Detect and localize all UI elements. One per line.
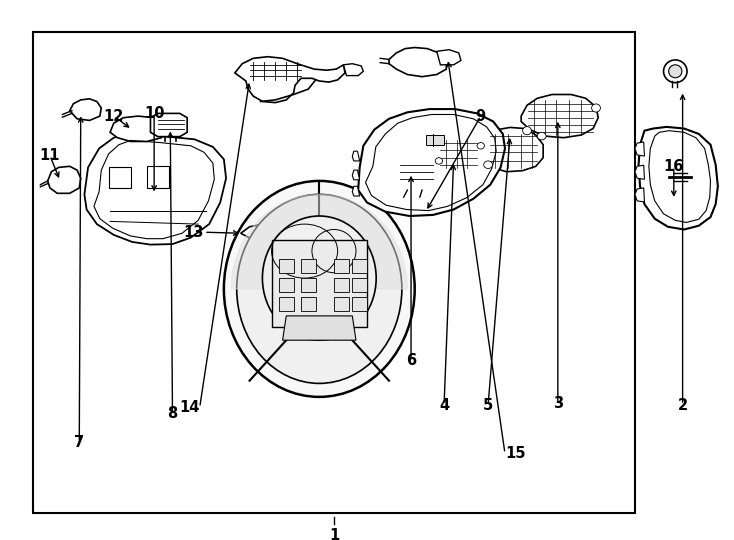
Polygon shape — [70, 99, 101, 120]
Polygon shape — [635, 165, 644, 179]
Text: 7: 7 — [74, 435, 84, 450]
Polygon shape — [352, 297, 367, 310]
Polygon shape — [84, 134, 226, 245]
Ellipse shape — [236, 194, 402, 383]
Polygon shape — [301, 297, 316, 310]
Text: 11: 11 — [40, 148, 60, 163]
Polygon shape — [334, 259, 349, 273]
Polygon shape — [426, 135, 444, 145]
Polygon shape — [279, 278, 294, 292]
Polygon shape — [344, 64, 363, 76]
Polygon shape — [639, 127, 718, 230]
Polygon shape — [389, 48, 446, 77]
Polygon shape — [352, 170, 360, 180]
Polygon shape — [352, 186, 360, 196]
Polygon shape — [352, 151, 360, 161]
Text: 5: 5 — [483, 397, 493, 413]
Polygon shape — [279, 297, 294, 310]
Polygon shape — [235, 57, 345, 103]
Polygon shape — [283, 316, 356, 340]
Ellipse shape — [263, 216, 376, 340]
Ellipse shape — [669, 65, 682, 78]
Polygon shape — [334, 297, 349, 310]
Polygon shape — [48, 166, 81, 193]
Polygon shape — [393, 156, 439, 190]
Ellipse shape — [537, 132, 546, 140]
Polygon shape — [352, 278, 367, 292]
Polygon shape — [521, 94, 598, 138]
Ellipse shape — [435, 158, 443, 164]
Polygon shape — [109, 167, 131, 188]
Ellipse shape — [664, 60, 687, 83]
Polygon shape — [301, 278, 316, 292]
Polygon shape — [358, 109, 505, 216]
Polygon shape — [334, 278, 349, 292]
Polygon shape — [352, 259, 367, 273]
Ellipse shape — [523, 126, 531, 135]
Polygon shape — [301, 259, 316, 273]
Ellipse shape — [592, 104, 600, 112]
Text: 4: 4 — [439, 397, 449, 413]
Polygon shape — [635, 142, 644, 156]
Polygon shape — [231, 194, 407, 289]
Polygon shape — [433, 136, 484, 172]
Text: 10: 10 — [144, 106, 164, 121]
Polygon shape — [635, 188, 644, 202]
Polygon shape — [279, 259, 294, 273]
Text: 16: 16 — [664, 159, 684, 174]
Bar — [33, 32, 635, 513]
Text: 15: 15 — [505, 446, 526, 461]
Text: 8: 8 — [167, 406, 178, 421]
Ellipse shape — [484, 161, 493, 168]
Polygon shape — [147, 166, 169, 188]
Text: 3: 3 — [553, 396, 563, 411]
Polygon shape — [110, 116, 167, 141]
Text: 6: 6 — [406, 353, 416, 368]
Polygon shape — [437, 50, 461, 65]
Polygon shape — [241, 224, 330, 240]
Text: 9: 9 — [476, 109, 486, 124]
Ellipse shape — [477, 143, 484, 149]
Ellipse shape — [224, 181, 415, 397]
Text: 1: 1 — [329, 528, 339, 540]
Text: 12: 12 — [103, 109, 124, 124]
Polygon shape — [272, 240, 367, 327]
Text: 14: 14 — [179, 400, 200, 415]
Text: 2: 2 — [677, 397, 688, 413]
Polygon shape — [150, 113, 187, 137]
Text: 13: 13 — [184, 225, 204, 240]
Polygon shape — [484, 127, 543, 172]
